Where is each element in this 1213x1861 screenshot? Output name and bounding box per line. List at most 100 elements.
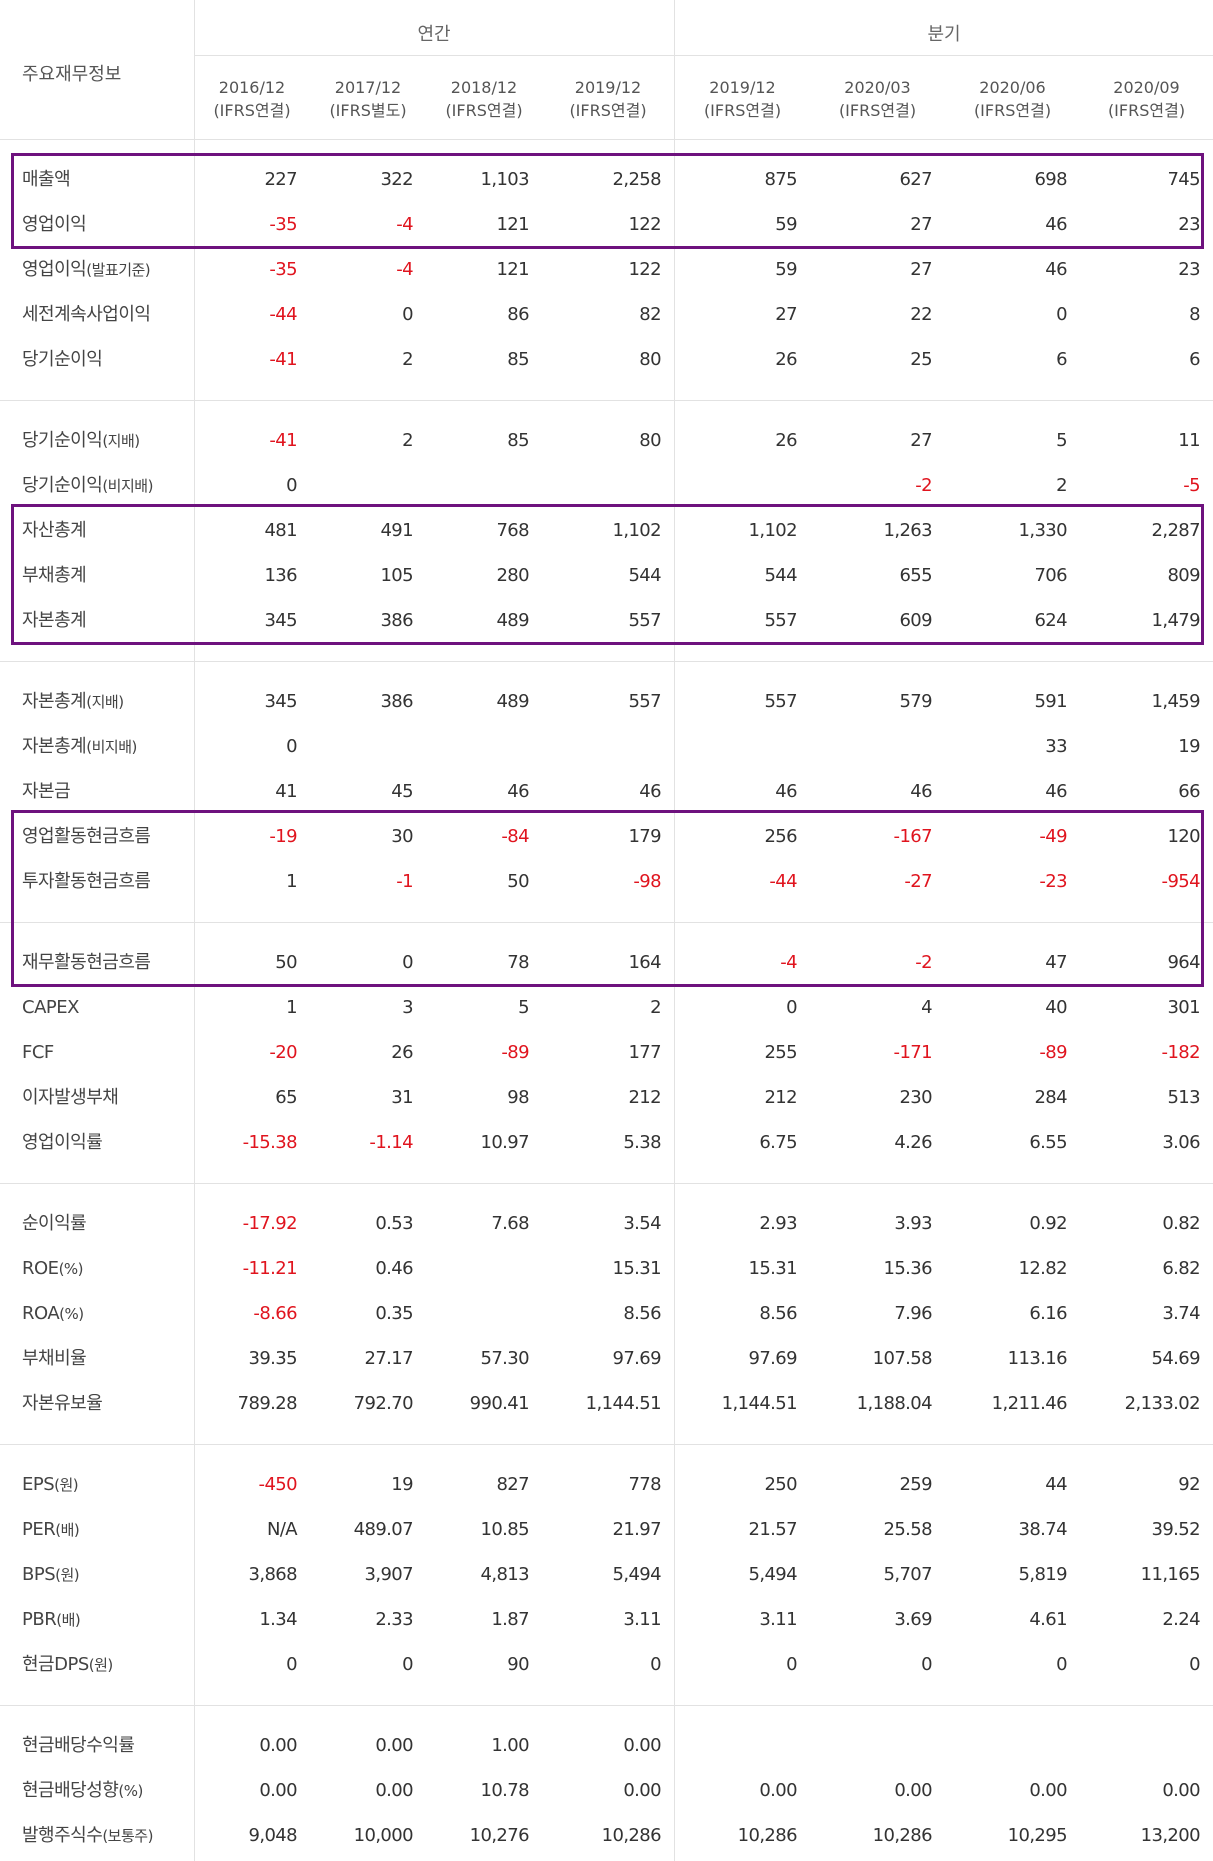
- cell-value: 7.68: [491, 1213, 529, 1234]
- table-row: 자본총계(비지배) 0 33 19: [0, 724, 1213, 769]
- period-date: 2019/12: [709, 78, 776, 97]
- cell-value: 591: [1034, 691, 1067, 712]
- cell-value: -8.66: [253, 1303, 297, 1324]
- row-label: 부채총계: [22, 553, 87, 598]
- row-label-main: 자산총계: [22, 520, 87, 541]
- cell-value: 489.07: [353, 1519, 414, 1540]
- period-date: 2017/12: [334, 78, 402, 97]
- cell-value: 579: [899, 691, 932, 712]
- cell-value: 0: [286, 475, 297, 496]
- cell-value: 230: [899, 1087, 932, 1108]
- cell-value: 1,103: [480, 169, 529, 190]
- row-label-main: 자본금: [22, 781, 71, 802]
- cell-value: 46: [639, 781, 661, 802]
- cell-value: 3.11: [759, 1609, 797, 1630]
- table-row: 현금DPS(원) 0 0 90 0 0 0 0 0: [0, 1642, 1213, 1687]
- cell-value: 21.97: [612, 1519, 661, 1540]
- cell-value: -15.38: [242, 1132, 298, 1153]
- cell-value: 5,494: [612, 1564, 661, 1585]
- cell-value: 27.17: [364, 1348, 413, 1369]
- cell-value: 86: [507, 304, 529, 325]
- cell-value: 11: [1178, 430, 1200, 451]
- cell-value: 80: [639, 430, 661, 451]
- cell-value: 46: [1045, 214, 1067, 235]
- cell-value: 1,211.46: [991, 1393, 1068, 1414]
- cell-value: 3.93: [894, 1213, 932, 1234]
- cell-value: 21.57: [748, 1519, 797, 1540]
- cell-value: 1,263: [883, 520, 932, 541]
- row-label: FCF: [22, 1030, 54, 1075]
- row-label-main: FCF: [22, 1042, 54, 1063]
- cell-value: 10,286: [601, 1825, 662, 1846]
- cell-value: -89: [1039, 1042, 1067, 1063]
- row-label: PER(배): [22, 1507, 80, 1553]
- cell-value: 46: [775, 781, 797, 802]
- cell-value: 2: [402, 349, 413, 370]
- cell-value: 0: [402, 304, 413, 325]
- cell-value: -98: [633, 871, 661, 892]
- row-label: 당기순이익(지배): [22, 418, 140, 464]
- cell-value: 6.16: [1029, 1303, 1067, 1324]
- cell-value: 489: [496, 610, 529, 631]
- section-annual-label: 연간: [417, 24, 451, 45]
- cell-value: 1.87: [491, 1609, 529, 1630]
- cell-value: 0: [786, 1654, 797, 1675]
- period-date: 2016/12: [218, 78, 286, 97]
- cell-value: 82: [639, 304, 661, 325]
- cell-value: 1,188.04: [856, 1393, 933, 1414]
- row-label: 영업이익: [22, 202, 87, 247]
- table-row: 자본총계 345 386 489 557 557 609 624 1,479: [0, 598, 1213, 643]
- table-title: 주요재무정보: [22, 64, 122, 85]
- cell-value: 1.34: [259, 1609, 297, 1630]
- row-label-qualifier: (발표기준): [86, 261, 151, 279]
- row-label: 자산총계: [22, 508, 87, 553]
- cell-value: -1.14: [369, 1132, 413, 1153]
- cell-value: 2: [1056, 475, 1067, 496]
- row-label-qualifier: (보통주): [102, 1827, 153, 1845]
- row-label: 자본총계(비지배): [22, 724, 137, 770]
- cell-value: 107.58: [872, 1348, 933, 1369]
- cell-value: 280: [496, 565, 529, 586]
- cell-value: -35: [269, 214, 297, 235]
- period-date: 2020/09: [1113, 78, 1180, 97]
- cell-value: 26: [391, 1042, 413, 1063]
- cell-value: 31: [391, 1087, 413, 1108]
- row-label-main: 영업이익: [22, 214, 87, 235]
- cell-value: 0: [286, 736, 297, 757]
- row-label: BPS(원): [22, 1552, 80, 1598]
- cell-value: 0: [786, 997, 797, 1018]
- cell-value: 2.33: [375, 1609, 413, 1630]
- cell-value: -2: [915, 475, 932, 496]
- row-label-main: 자본총계: [22, 610, 87, 631]
- cell-value: 15.36: [883, 1258, 932, 1279]
- table-row: 영업이익(발표기준) -35 -4 121 122 59 27 46 23: [0, 247, 1213, 292]
- cell-value: 97.69: [748, 1348, 797, 1369]
- cell-value: 33: [1045, 736, 1067, 757]
- row-label: 현금배당수익률: [22, 1723, 135, 1768]
- cell-value: 23: [1178, 214, 1200, 235]
- cell-value: 0.00: [375, 1780, 413, 1801]
- table-row: EPS(원) -450 19 827 778 250 259 44 92: [0, 1462, 1213, 1507]
- cell-value: 1,102: [748, 520, 797, 541]
- period-header-3: 2019/12 (IFRS연결): [542, 76, 674, 122]
- cell-value: 120: [1167, 826, 1200, 847]
- cell-value: N/A: [266, 1519, 298, 1540]
- period-header-7: 2020/09 (IFRS연결): [1080, 76, 1213, 122]
- row-label-qualifier: (배): [55, 1521, 80, 1539]
- cell-value: 0.00: [1029, 1780, 1067, 1801]
- row-label-qualifier: (지배): [102, 432, 140, 450]
- cell-value: 345: [264, 691, 297, 712]
- cell-value: 609: [899, 610, 932, 631]
- cell-value: 25: [910, 349, 932, 370]
- period-basis: (IFRS연결): [213, 101, 291, 120]
- row-label: 현금배당성향(%): [22, 1768, 143, 1814]
- cell-value: 745: [1167, 169, 1200, 190]
- cell-value: 386: [380, 610, 413, 631]
- table-row: ROE(%) -11.21 0.46 15.31 15.31 15.36 12.82 6.82: [0, 1246, 1213, 1291]
- section-quarterly-label: 분기: [927, 24, 961, 45]
- table-row: 투자활동현금흐름 1 -1 50 -98 -44 -27 -23 -954: [0, 859, 1213, 904]
- group-separator: [0, 400, 1213, 401]
- cell-value: 3.06: [1162, 1132, 1200, 1153]
- cell-value: 27: [775, 304, 797, 325]
- cell-value: 10.78: [480, 1780, 529, 1801]
